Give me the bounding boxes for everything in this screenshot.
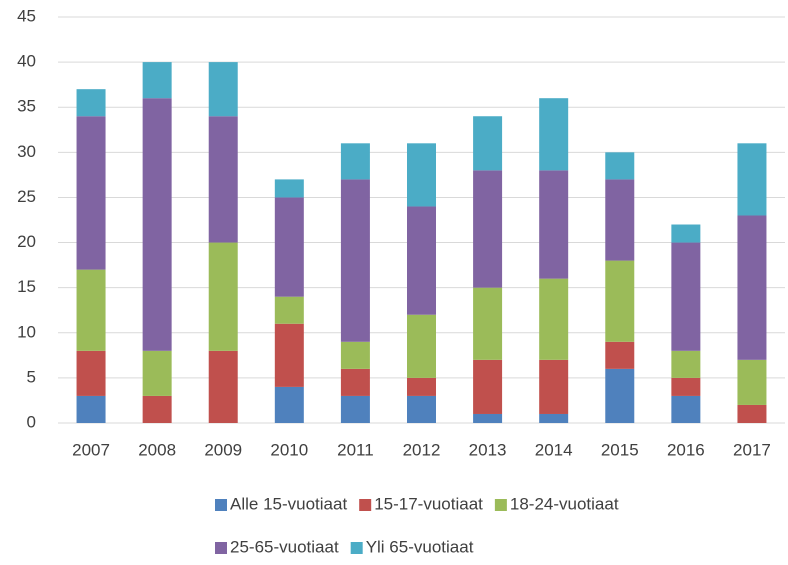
x-tick-label: 2007: [72, 440, 110, 459]
legend-swatch: [494, 499, 507, 511]
x-tick-label: 2009: [204, 440, 242, 459]
bar-segment: [340, 368, 370, 396]
bar-segment: [737, 404, 767, 423]
bar-segment: [407, 206, 436, 315]
bar-segment: [407, 395, 436, 423]
x-tick-label: 2011: [337, 440, 374, 459]
y-tick-label: 15: [17, 277, 36, 296]
y-tick-label: 10: [17, 322, 36, 341]
legend-swatch: [350, 542, 363, 554]
bar-segment: [473, 287, 503, 360]
x-tick-label: 2017: [733, 440, 771, 459]
bar-segment: [473, 116, 503, 171]
y-tick-label: 20: [17, 232, 36, 251]
legend-label: 25-65-vuotiaat: [230, 537, 339, 556]
bar-segment: [407, 143, 436, 207]
bar-segment: [76, 89, 106, 117]
bar-segment: [208, 116, 238, 243]
legend-swatch: [359, 499, 372, 511]
x-tick-label: 2013: [469, 440, 507, 459]
bar-segment: [473, 170, 503, 288]
bar-segment: [605, 179, 635, 261]
bar-segment: [539, 413, 569, 423]
bar-segment: [142, 62, 172, 99]
bar-segment: [605, 260, 635, 342]
x-tick-label: 2016: [667, 440, 705, 459]
bar-segment: [407, 314, 436, 378]
bar-segment: [671, 350, 701, 378]
legend-label: Yli 65-vuotiaat: [366, 537, 474, 556]
bar-segment: [605, 341, 635, 369]
y-tick-label: 25: [17, 187, 36, 206]
bar-segment: [671, 377, 701, 396]
y-tick-label: 35: [17, 97, 36, 116]
legend-swatch: [215, 499, 227, 511]
bar-segment: [76, 269, 106, 351]
bar-segment: [671, 242, 701, 351]
legend-label: Alle 15-vuotiaat: [230, 494, 347, 513]
x-tick-label: 2012: [403, 440, 441, 459]
x-tick-label: 2015: [601, 440, 639, 459]
y-tick-label: 0: [27, 412, 36, 431]
bar-segment: [274, 386, 304, 423]
bar-segment: [671, 224, 701, 243]
bar-segment: [737, 359, 767, 405]
bar-segment: [274, 179, 304, 198]
bar-segment: [340, 179, 370, 342]
x-tick-label: 2008: [138, 440, 176, 459]
legend-label: 18-24-vuotiaat: [510, 494, 619, 513]
bar-segment: [473, 413, 503, 423]
bar-segment: [76, 116, 106, 270]
bar-segment: [208, 242, 238, 351]
bar-segment: [76, 395, 106, 423]
bar-segment: [539, 98, 569, 171]
bar-segment: [539, 278, 569, 360]
bar-segment: [208, 62, 238, 117]
bar-segment: [340, 341, 370, 369]
legend-label: 15-17-vuotiaat: [374, 494, 483, 513]
bar-segment: [671, 395, 701, 423]
bar-segment: [605, 152, 635, 180]
y-tick-label: 40: [17, 52, 36, 71]
bar-segment: [274, 323, 304, 387]
bar-segment: [274, 296, 304, 324]
bar-segment: [737, 215, 767, 360]
bar-segment: [274, 197, 304, 297]
bar-segment: [539, 359, 569, 414]
bar-segment: [208, 350, 238, 423]
x-tick-label: 2010: [270, 440, 308, 459]
bar-segment: [142, 395, 172, 423]
bar-segment: [737, 143, 767, 216]
bar-segment: [142, 98, 172, 351]
y-tick-label: 30: [17, 142, 36, 161]
legend-swatch: [215, 542, 227, 554]
bar-segment: [473, 359, 503, 414]
bar-segment: [340, 143, 370, 180]
bar-segment: [340, 395, 370, 423]
bar-segment: [407, 377, 436, 396]
y-tick-label: 45: [17, 6, 36, 25]
x-tick-label: 2014: [535, 440, 573, 459]
y-tick-label: 5: [27, 367, 36, 386]
bar-segment: [605, 368, 635, 423]
bar-segment: [539, 170, 569, 279]
bar-segment: [142, 350, 172, 396]
bar-segment: [76, 350, 106, 396]
